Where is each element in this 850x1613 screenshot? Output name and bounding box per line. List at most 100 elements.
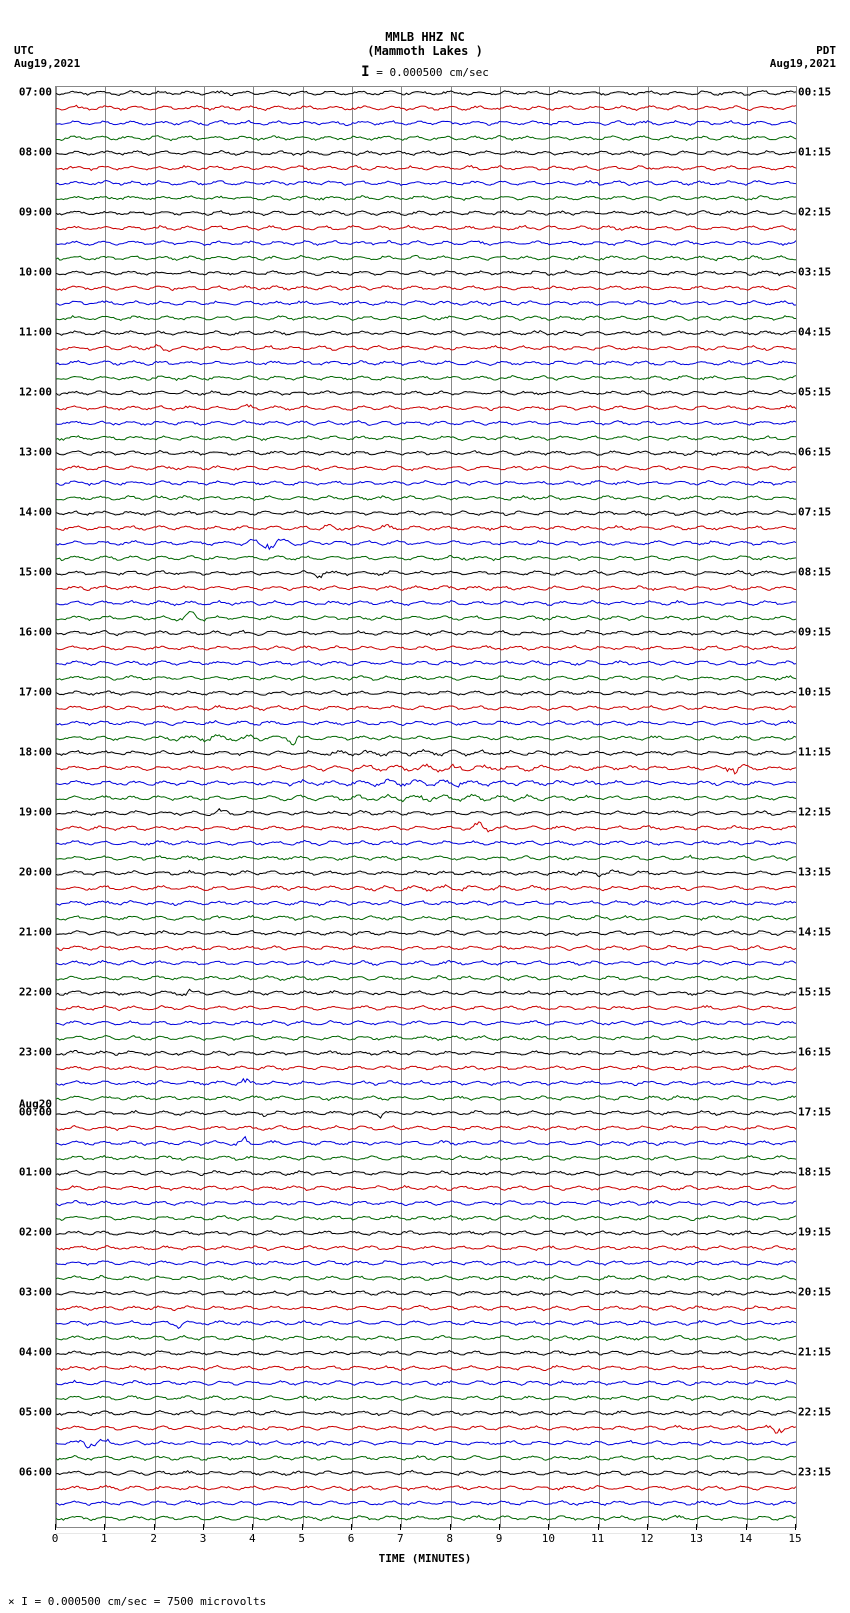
seismic-trace <box>56 1495 796 1511</box>
seismic-trace <box>56 970 796 986</box>
x-tick-label: 10 <box>542 1532 555 1545</box>
seismic-trace <box>56 445 796 461</box>
seismic-trace <box>56 1420 796 1436</box>
seismic-trace <box>56 1105 796 1121</box>
left-time-label: 11:00 <box>19 326 52 339</box>
footer-scale: × I = 0.000500 cm/sec = 7500 microvolts <box>8 1595 266 1608</box>
right-time-label: 05:15 <box>798 386 831 399</box>
seismic-trace <box>56 400 796 416</box>
seismic-trace <box>56 310 796 326</box>
seismic-trace <box>56 1480 796 1496</box>
seismic-trace <box>56 1435 796 1451</box>
seismic-trace <box>56 115 796 131</box>
x-tick-label: 13 <box>690 1532 703 1545</box>
seismic-trace <box>56 940 796 956</box>
left-time-label: 20:00 <box>19 866 52 879</box>
seismic-trace <box>56 175 796 191</box>
seismic-trace <box>56 1240 796 1256</box>
left-time-label: 04:00 <box>19 1346 52 1359</box>
right-time-label: 07:15 <box>798 506 831 519</box>
seismic-trace <box>56 1285 796 1301</box>
seismic-trace <box>56 385 796 401</box>
seismic-trace <box>56 850 796 866</box>
seismic-trace <box>56 1195 796 1211</box>
right-time-label: 17:15 <box>798 1106 831 1119</box>
scale-indicator: I = 0.000500 cm/sec <box>0 64 850 80</box>
seismic-trace <box>56 610 796 626</box>
left-date: Aug19,2021 <box>14 57 80 70</box>
left-timezone: UTC <box>14 44 34 57</box>
right-time-label: 20:15 <box>798 1286 831 1299</box>
seismic-trace <box>56 985 796 1001</box>
x-tick-label: 15 <box>788 1532 801 1545</box>
right-time-label: 16:15 <box>798 1046 831 1059</box>
seismic-trace <box>56 760 796 776</box>
seismic-trace <box>56 205 796 221</box>
right-time-label: 15:15 <box>798 986 831 999</box>
seismic-trace <box>56 295 796 311</box>
x-tick-label: 14 <box>739 1532 752 1545</box>
seismic-trace <box>56 505 796 521</box>
seismic-trace <box>56 160 796 176</box>
left-time-label: 18:00 <box>19 746 52 759</box>
left-time-label: 17:00 <box>19 686 52 699</box>
seismic-trace <box>56 805 796 821</box>
seismic-trace <box>56 190 796 206</box>
left-time-label: 01:00 <box>19 1166 52 1179</box>
seismic-trace <box>56 1300 796 1316</box>
seismic-trace <box>56 1225 796 1241</box>
left-time-label: 07:00 <box>19 86 52 99</box>
left-time-label: 14:00 <box>19 506 52 519</box>
right-time-label: 21:15 <box>798 1346 831 1359</box>
station-title: MMLB HHZ NC <box>0 30 850 44</box>
seismic-trace <box>56 1165 796 1181</box>
right-time-label: 06:15 <box>798 446 831 459</box>
seismic-trace <box>56 340 796 356</box>
left-time-label: 06:00 <box>19 1466 52 1479</box>
seismic-trace <box>56 415 796 431</box>
seismic-trace <box>56 745 796 761</box>
seismic-trace <box>56 430 796 446</box>
left-time-label: 23:00 <box>19 1046 52 1059</box>
right-time-label: 14:15 <box>798 926 831 939</box>
seismic-trace <box>56 1210 796 1226</box>
x-axis-title: TIME (MINUTES) <box>0 1552 850 1565</box>
seismic-trace <box>56 1120 796 1136</box>
seismic-trace <box>56 1270 796 1286</box>
right-time-label: 19:15 <box>798 1226 831 1239</box>
seismic-trace <box>56 1090 796 1106</box>
seismic-trace <box>56 1000 796 1016</box>
left-time-label: 12:00 <box>19 386 52 399</box>
seismic-trace <box>56 835 796 851</box>
seismic-trace <box>56 130 796 146</box>
seismic-trace <box>56 880 796 896</box>
left-time-label: 10:00 <box>19 266 52 279</box>
seismic-trace <box>56 775 796 791</box>
right-time-label: 23:15 <box>798 1466 831 1479</box>
plot-area <box>55 86 797 1528</box>
seismic-trace <box>56 1315 796 1331</box>
seismogram-container: MMLB HHZ NC (Mammoth Lakes ) I = 0.00050… <box>0 0 850 1613</box>
seismic-trace <box>56 1030 796 1046</box>
seismic-trace <box>56 1135 796 1151</box>
footer-prefix: × I <box>8 1595 35 1608</box>
seismic-trace <box>56 565 796 581</box>
right-time-label: 12:15 <box>798 806 831 819</box>
x-tick-label: 5 <box>298 1532 305 1545</box>
seismic-trace <box>56 85 796 101</box>
seismic-trace <box>56 715 796 731</box>
seismic-trace <box>56 865 796 881</box>
seismic-trace <box>56 1015 796 1031</box>
seismic-trace <box>56 670 796 686</box>
seismic-trace <box>56 685 796 701</box>
seismic-trace <box>56 640 796 656</box>
seismic-trace <box>56 250 796 266</box>
left-time-label: 02:00 <box>19 1226 52 1239</box>
right-time-label: 01:15 <box>798 146 831 159</box>
seismic-trace <box>56 1060 796 1076</box>
right-time-label: 10:15 <box>798 686 831 699</box>
seismic-trace <box>56 1150 796 1166</box>
seismic-trace <box>56 355 796 371</box>
right-time-label: 11:15 <box>798 746 831 759</box>
seismic-trace <box>56 1360 796 1376</box>
